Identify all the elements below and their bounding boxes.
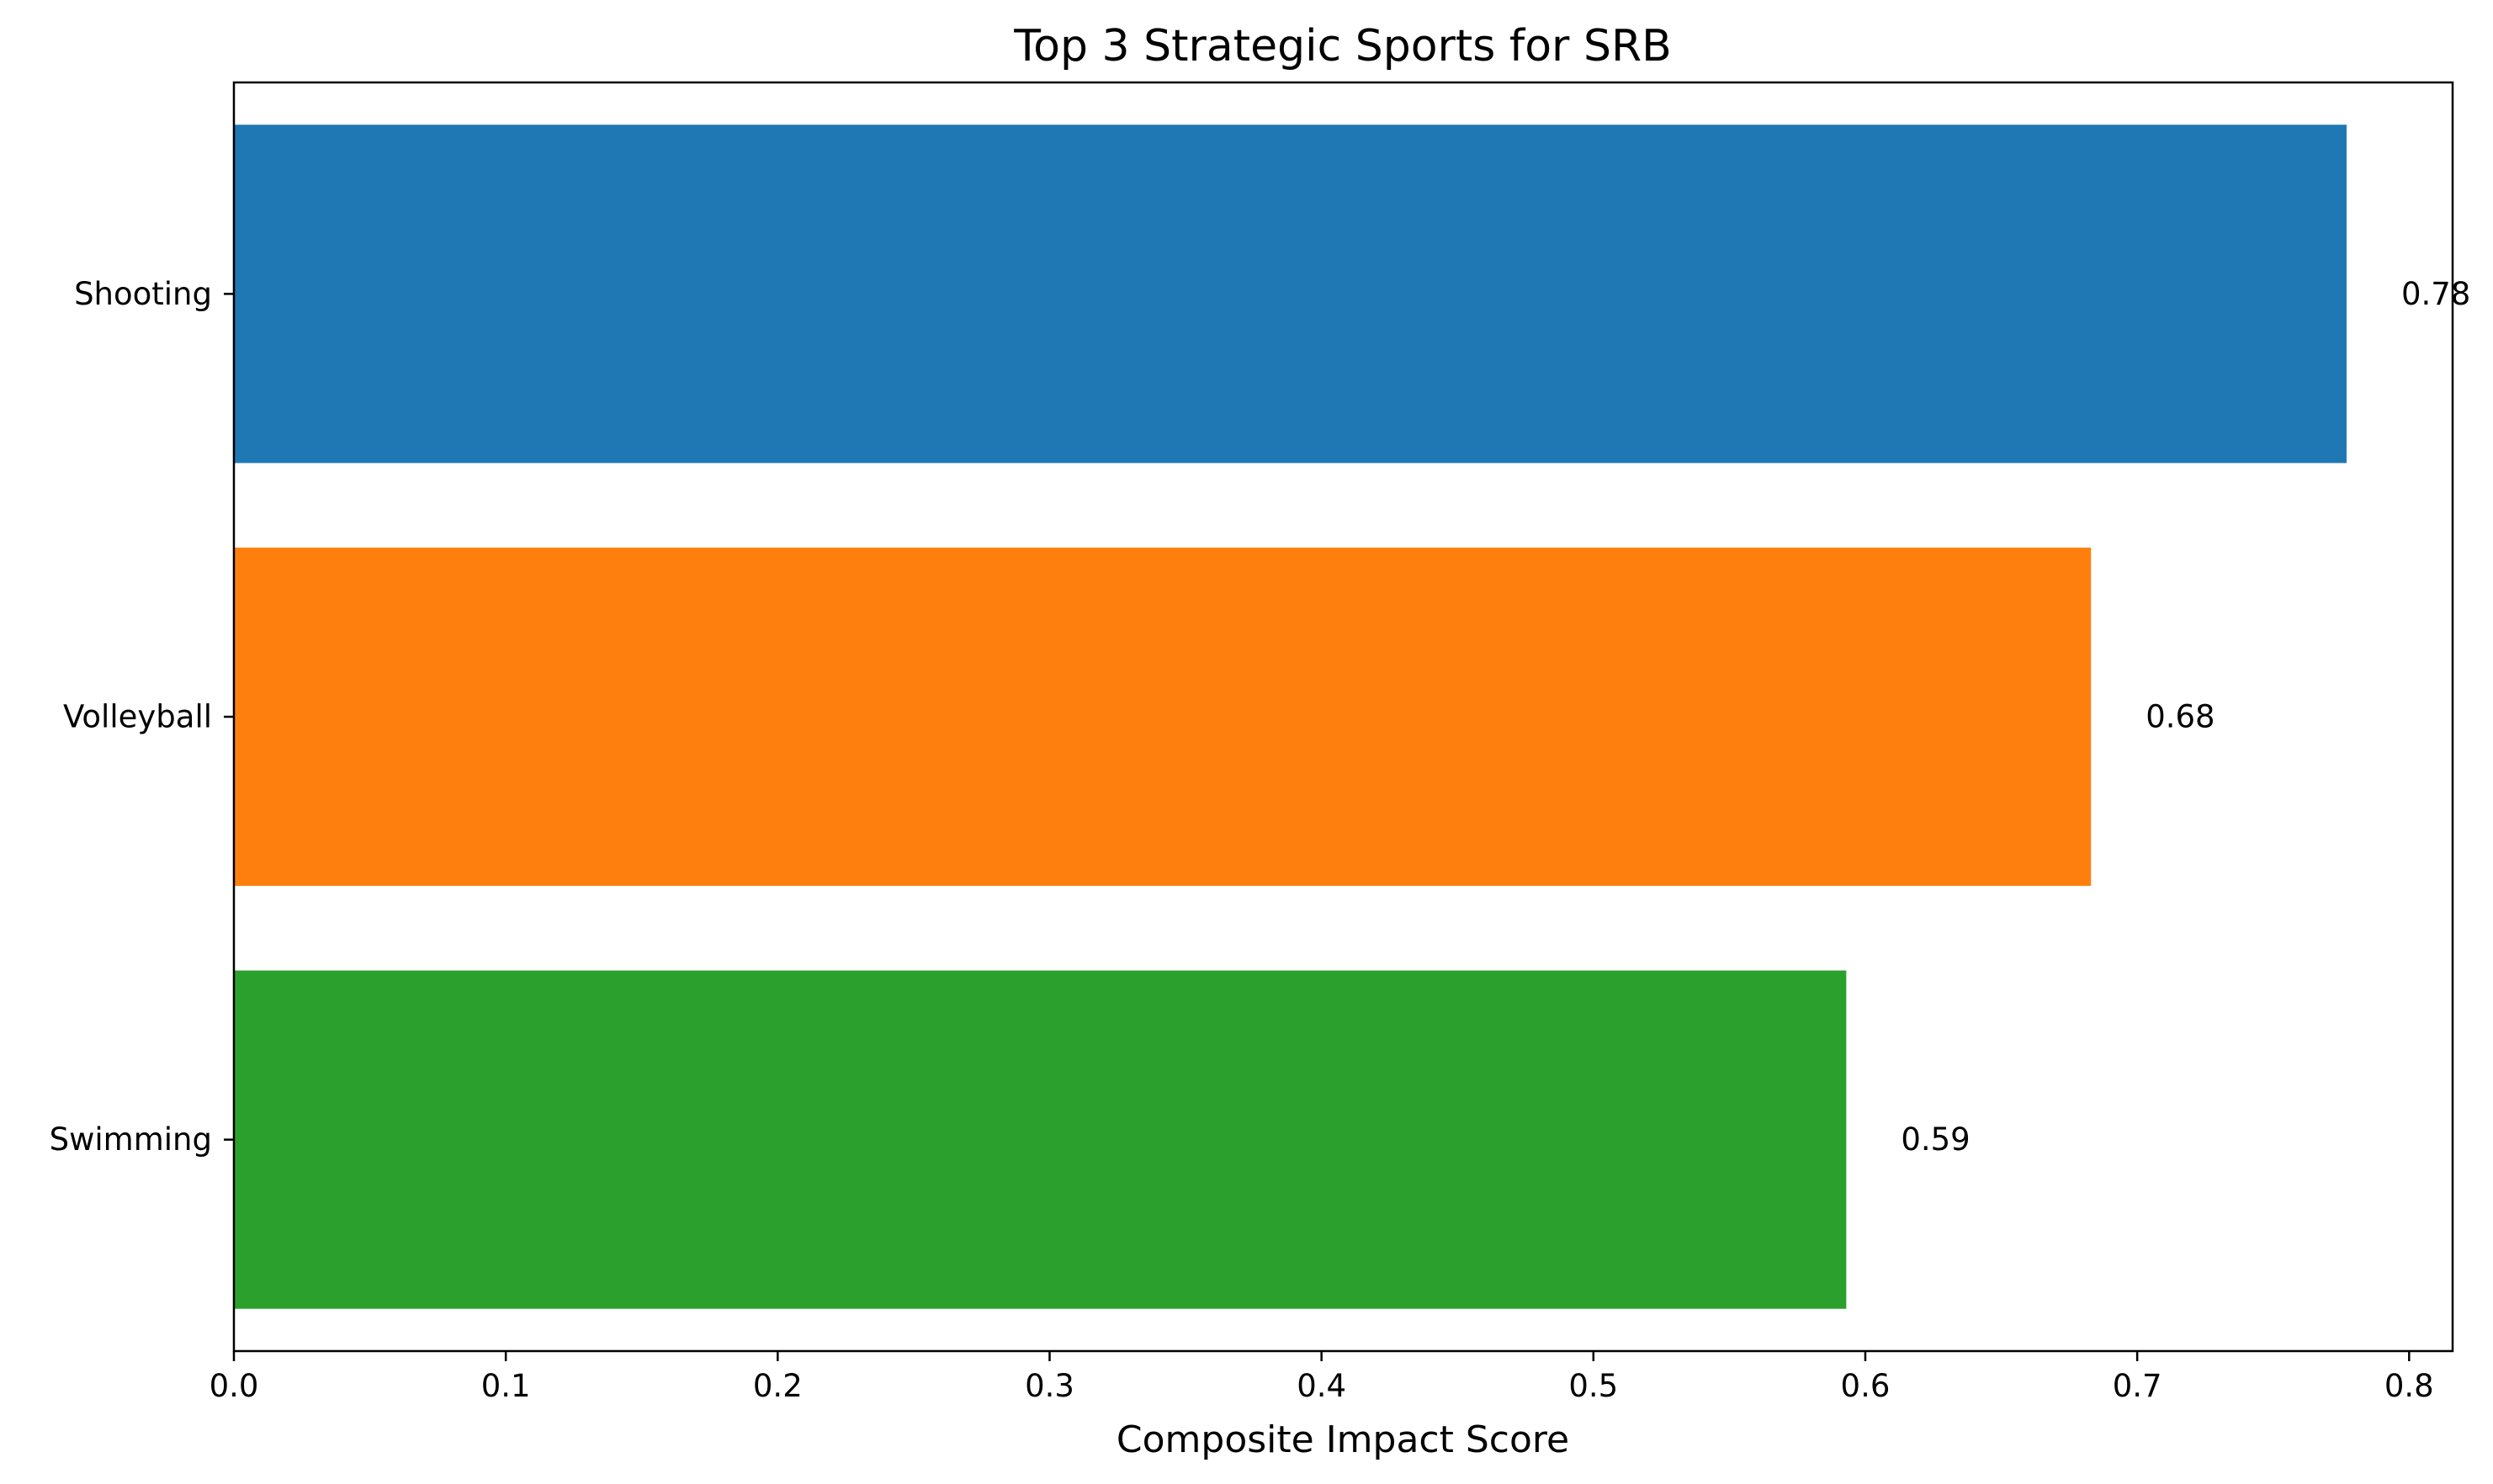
- bars-group: [234, 125, 2347, 1309]
- data-label-shooting: 0.78: [2401, 276, 2470, 312]
- data-label-swimming: 0.59: [1901, 1121, 1970, 1158]
- x-tick-label-2: 0.2: [753, 1368, 803, 1404]
- plot-area-frame: [232, 81, 2454, 1353]
- x-tick-label-1: 0.1: [481, 1368, 531, 1404]
- x-axis-ticks: 0.0 0.1 0.2 0.3 0.4 0.5 0.6 0.7 0.8: [210, 1351, 2434, 1404]
- data-labels-group: 0.78 0.68 0.59: [1901, 276, 2470, 1158]
- x-axis-label: Composite Impact Score: [1117, 1418, 1569, 1461]
- x-tick-label-4: 0.4: [1297, 1368, 1346, 1404]
- y-axis-ticks: Shooting Volleyball Swimming: [50, 276, 234, 1158]
- y-tick-label-swimming: Swimming: [50, 1121, 212, 1158]
- x-tick-label-3: 0.3: [1025, 1368, 1074, 1404]
- y-tick-label-shooting: Shooting: [74, 276, 212, 312]
- data-label-volleyball: 0.68: [2146, 699, 2215, 735]
- x-tick-label-7: 0.7: [2113, 1368, 2162, 1404]
- x-tick-label-8: 0.8: [2384, 1368, 2434, 1404]
- bar-swimming: [234, 970, 1847, 1309]
- x-tick-label-5: 0.5: [1568, 1368, 1618, 1404]
- bar-volleyball: [234, 547, 2092, 887]
- chart-title: Top 3 Strategic Sports for SRB: [1013, 21, 1672, 72]
- bar-shooting: [234, 125, 2347, 464]
- y-tick-label-volleyball: Volleyball: [63, 699, 212, 735]
- x-tick-label-0: 0.0: [210, 1368, 259, 1404]
- x-tick-label-6: 0.6: [1841, 1368, 1891, 1404]
